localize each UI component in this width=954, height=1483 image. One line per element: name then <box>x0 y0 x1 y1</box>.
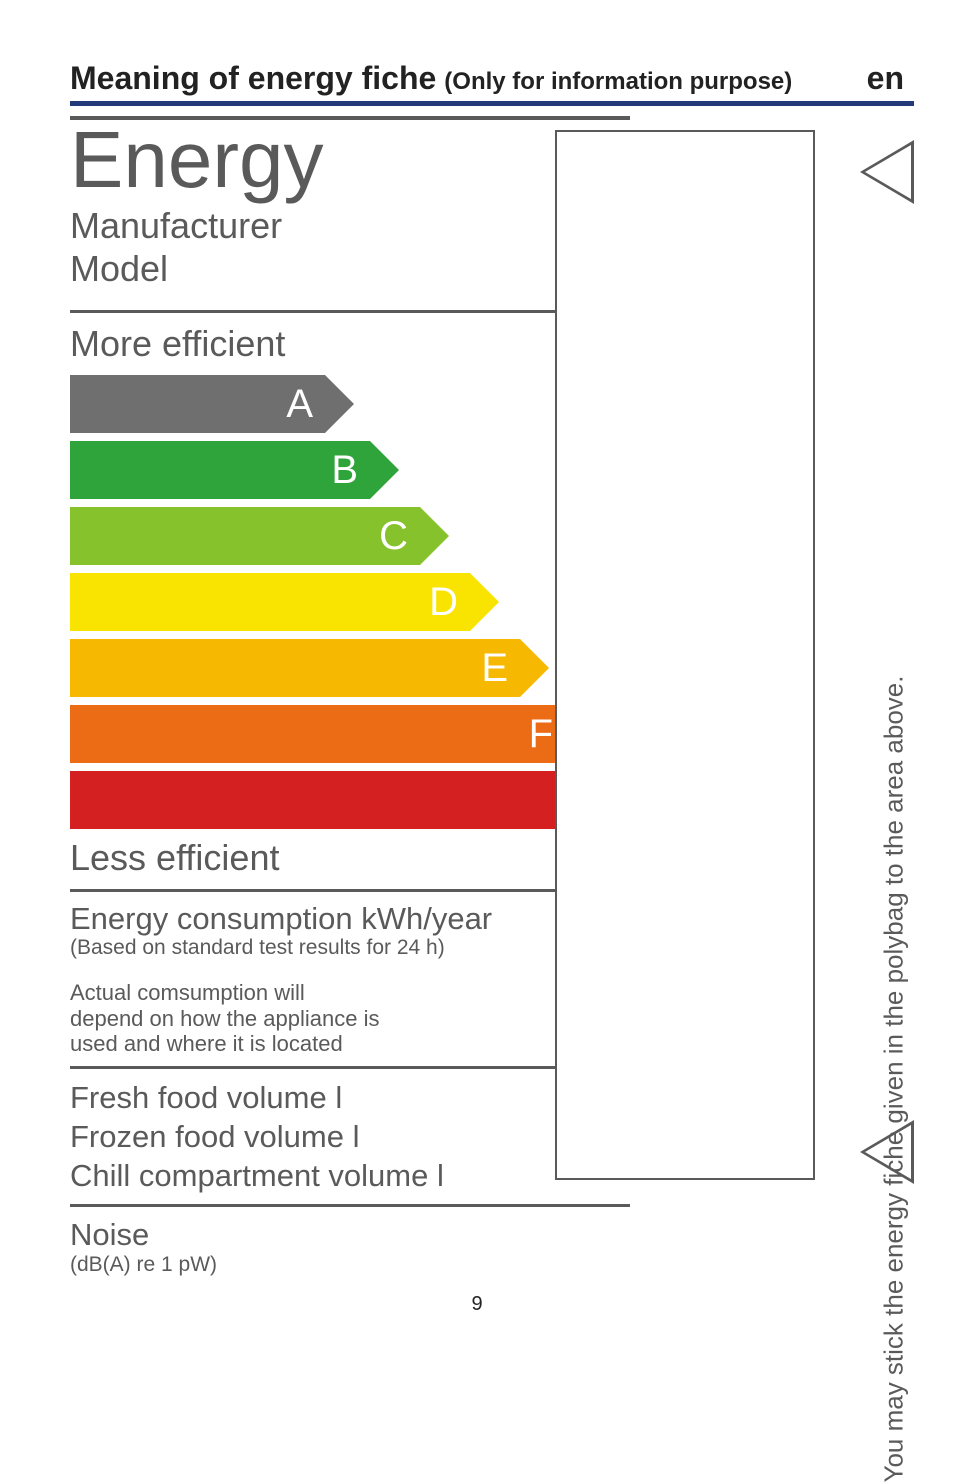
less-efficient-label: Less efficient <box>70 837 630 879</box>
energy-heading: Energy <box>70 116 630 200</box>
fresh-volume: Fresh food volume l <box>70 1079 630 1118</box>
arrow-marker-top-icon <box>860 140 914 204</box>
bar-letter: F <box>529 712 553 757</box>
divider <box>70 889 630 892</box>
stick-instruction: You may stick the energy fiche given in … <box>879 676 910 1483</box>
efficiency-bar-c: C <box>70 507 630 565</box>
disclaimer-line: Actual comsumption will <box>70 980 630 1005</box>
efficiency-bar-b: B <box>70 441 630 499</box>
efficiency-bar-d: D <box>70 573 630 631</box>
noise-sub: (dB(A) re 1 pW) <box>70 1253 630 1277</box>
efficiency-bar-e: E <box>70 639 630 697</box>
divider <box>70 1066 630 1069</box>
bar-letter: D <box>429 580 458 625</box>
disclaimer: Actual comsumption will depend on how th… <box>70 980 630 1056</box>
consumption-sub: (Based on standard test results for 24 h… <box>70 936 630 960</box>
chill-volume: Chill compartment volume l <box>70 1157 630 1196</box>
more-efficient-label: More efficient <box>70 323 630 365</box>
header-subtitle: (Only for information purpose) <box>444 68 792 96</box>
divider <box>70 1204 630 1207</box>
noise-label: Noise <box>70 1217 630 1253</box>
page-header: Meaning of energy fiche (Only for inform… <box>70 60 914 106</box>
divider <box>70 310 630 313</box>
bar-letter: C <box>379 514 408 559</box>
page-number: 9 <box>0 1293 954 1316</box>
energy-label: Energy Manufacturer Model More efficient… <box>70 116 630 1277</box>
efficiency-bar-a: A <box>70 375 630 433</box>
efficiency-bars: ABCDEFG <box>70 375 630 829</box>
bar-letter: B <box>331 448 358 493</box>
disclaimer-line: used and where it is located <box>70 1031 630 1056</box>
volumes: Fresh food volume l Frozen food volume l… <box>70 1079 630 1195</box>
frozen-volume: Frozen food volume l <box>70 1118 630 1157</box>
bar-letter: A <box>286 382 313 427</box>
efficiency-bar-g: G <box>70 771 630 829</box>
header-left: Meaning of energy fiche (Only for inform… <box>70 60 792 97</box>
manufacturer-model: Manufacturer Model <box>70 204 630 290</box>
header-title: Meaning of energy fiche <box>70 60 436 97</box>
model-label: Model <box>70 247 630 290</box>
consumption-label: Energy consumption kWh/year <box>70 902 630 936</box>
disclaimer-line: depend on how the appliance is <box>70 1006 630 1031</box>
bar-letter: E <box>481 646 508 691</box>
manufacturer-label: Manufacturer <box>70 204 630 247</box>
language-code: en <box>867 60 914 97</box>
efficiency-bar-f: F <box>70 705 630 763</box>
stick-area-box <box>555 130 815 1180</box>
